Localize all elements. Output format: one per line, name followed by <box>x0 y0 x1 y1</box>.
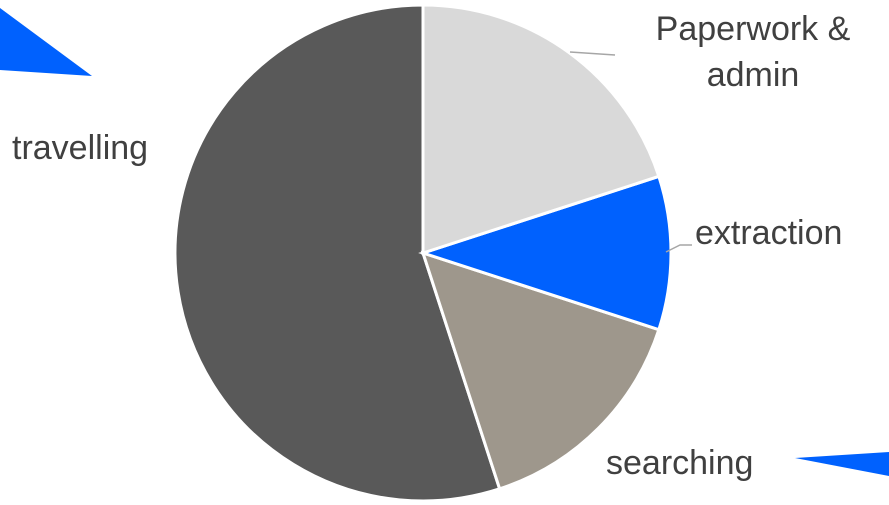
pie-slice <box>421 3 661 256</box>
pie-slice <box>173 3 502 503</box>
slice-label: searching <box>606 444 754 482</box>
slice-label: extraction <box>695 214 843 252</box>
pie-slice <box>418 174 673 332</box>
decor-triangle <box>795 452 889 476</box>
leader-line <box>569 51 616 56</box>
leader-line <box>665 244 692 253</box>
slice-label: Paperwork & admin <box>655 10 851 94</box>
decor-triangle <box>0 8 92 76</box>
slice-label: travelling <box>12 129 149 167</box>
